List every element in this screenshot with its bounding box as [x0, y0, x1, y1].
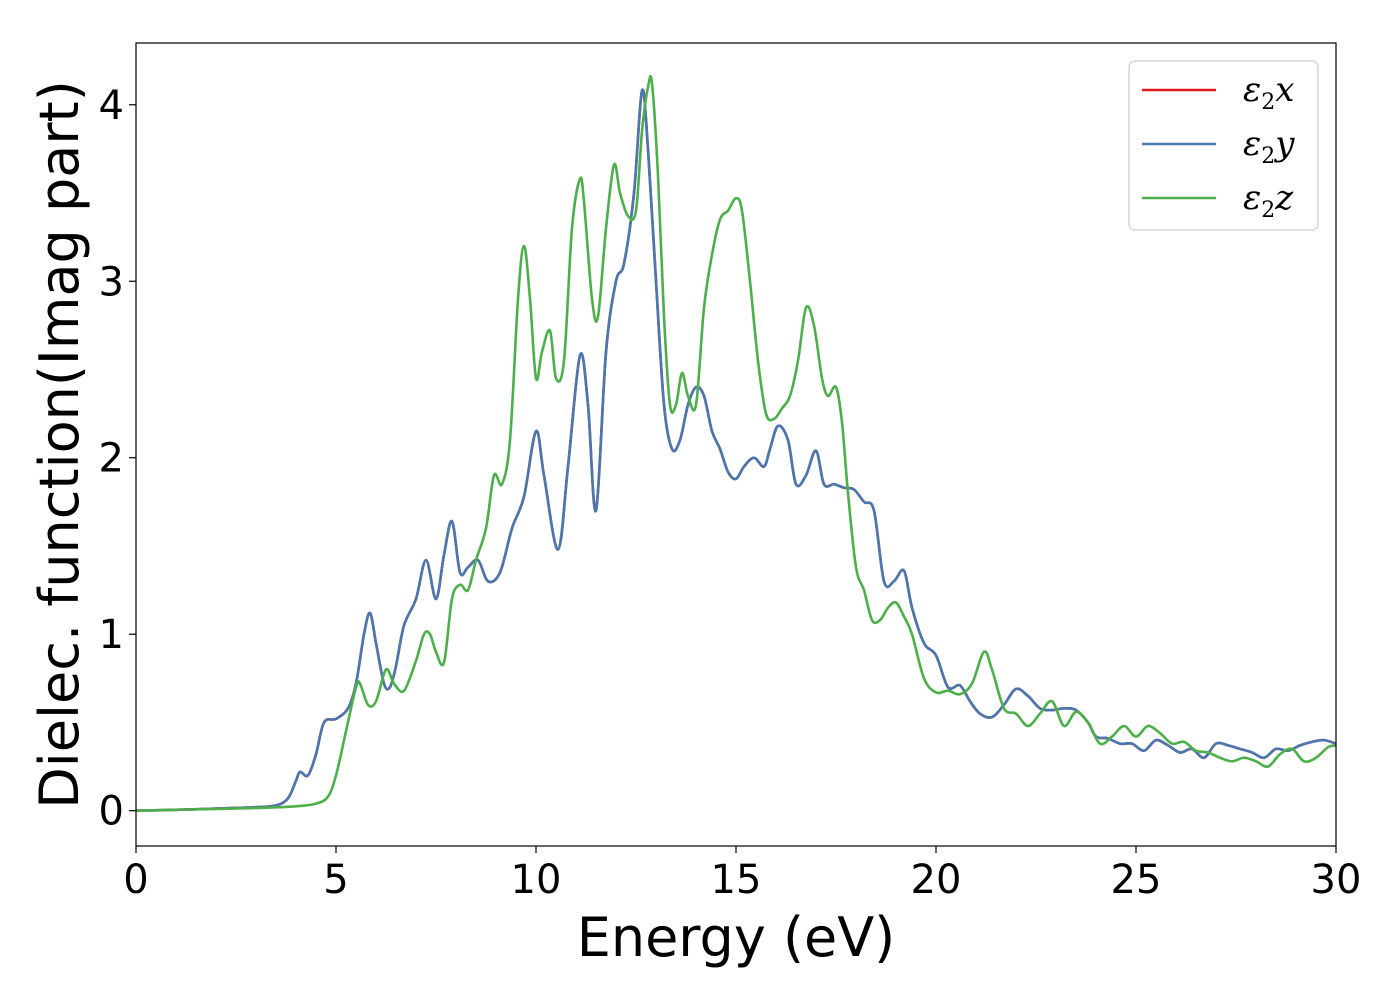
legend: ε2x ε2y ε2z: [1128, 60, 1319, 231]
y-tick-label: 2: [99, 436, 124, 482]
legend-box: [1128, 60, 1319, 231]
legend-entry-y: ε2y: [1142, 124, 1295, 169]
x-tick-label: 10: [511, 857, 562, 903]
y-tick-label: 3: [99, 259, 124, 305]
y-tick-label: 4: [99, 83, 124, 129]
series-line-z: [136, 74, 1336, 812]
y-axis-label: Dielec. function(Imag part): [28, 80, 91, 809]
legend-entry-z: ε2z: [1142, 178, 1294, 223]
legend-label: ε2z: [1243, 178, 1294, 223]
legend-entry-x: ε2x: [1142, 70, 1294, 115]
series-line-y: [136, 88, 1336, 812]
x-axis-label: Energy (eV): [577, 906, 896, 969]
legend-label: ε2y: [1243, 124, 1295, 169]
y-tick-label: 0: [99, 789, 124, 835]
x-tick-label: 20: [911, 857, 962, 903]
x-tick-label: 30: [1311, 857, 1362, 903]
plot-lines: [136, 74, 1336, 812]
x-tick-label: 0: [123, 857, 148, 903]
axes: 0 5 10 15 20 25 30 0 1 2 3 4 Energy (eV) Dielec. func…: [28, 42, 1362, 969]
y-tick-label: 1: [99, 612, 124, 658]
legend-label: ε2x: [1243, 70, 1294, 115]
x-tick-label: 5: [323, 857, 348, 903]
x-tick-label: 25: [1111, 857, 1162, 903]
x-tick-label: 15: [711, 857, 762, 903]
